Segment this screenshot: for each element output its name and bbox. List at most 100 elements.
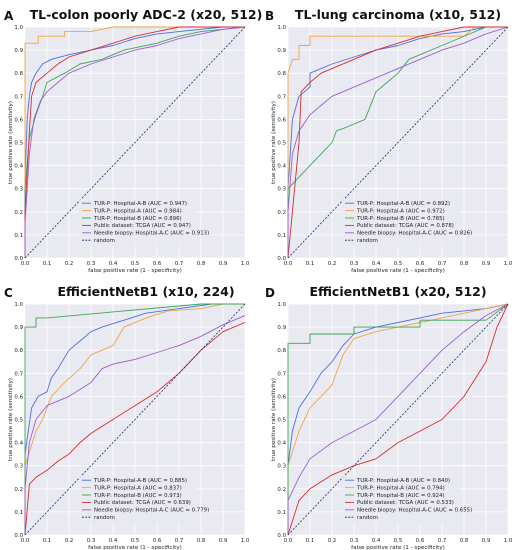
x-tick-label: 0.7 <box>175 261 184 267</box>
roc-curve-3 <box>24 303 245 535</box>
x-tick-label: 0.4 <box>109 261 118 267</box>
legend-box <box>79 476 197 524</box>
panel-title: TL-colon poorly ADC-2 (x20, 512) <box>30 7 263 22</box>
legend-label: random <box>357 515 378 521</box>
x-tick-label: 0.1 <box>306 261 315 267</box>
legend-box <box>79 199 197 247</box>
legend: TUR-P: Hospital-A-B (AUC = 0.947)TUR-P: … <box>79 199 209 247</box>
roc-curve-5 <box>24 26 246 258</box>
y-tick-label: 0.1 <box>14 233 23 239</box>
roc-curve-1 <box>287 303 509 535</box>
legend-label: random <box>94 515 115 521</box>
legend-label: random <box>94 238 115 244</box>
x-tick-label: 0.2 <box>65 261 74 267</box>
roc-curve-random <box>24 303 246 536</box>
x-tick-label: 0.9 <box>482 538 491 544</box>
y-tick-label: 0.8 <box>277 71 286 77</box>
x-tick-label: 0.1 <box>43 538 52 544</box>
x-tick-label: 1.0 <box>504 538 513 544</box>
legend: TUR-P: Hospital-A-B (AUC = 0.840) TUR-P: … <box>342 476 472 524</box>
legend-label: Needle biopsy: Hospital-A-C (AUC = 0.779… <box>94 508 209 514</box>
x-tick-label: 1.0 <box>504 261 513 267</box>
legend-label: Needle biopsy: Hospital-A-C (AUC = 0.826… <box>357 231 472 237</box>
x-tick-label: 0.2 <box>328 538 337 544</box>
x-tick-label: 0.8 <box>197 261 206 267</box>
legend-label: TUR-P: Hospital-A-B (AUC = 0.885) <box>93 478 187 484</box>
y-tick-label: 0.3 <box>14 187 23 193</box>
y-tick-label: 0.9 <box>277 48 286 54</box>
roc-curve-1 <box>24 303 245 535</box>
y-tick-label: 0.0 <box>14 256 23 262</box>
y-tick-label: 0.7 <box>14 371 23 377</box>
x-tick-label: 0.2 <box>65 538 74 544</box>
roc-curve-4 <box>24 26 245 258</box>
y-axis-label: true positive rate (sensitivity) <box>271 101 277 184</box>
y-tick-label: 0.0 <box>277 533 286 539</box>
y-tick-label: 0.5 <box>277 418 286 424</box>
legend: TUR-P: Hospital-A-B (AUC = 0.885) TUR-P: … <box>79 476 209 524</box>
y-tick-label: 0.4 <box>277 441 286 447</box>
y-tick-label: 0.9 <box>277 325 286 331</box>
x-tick-label: 0.8 <box>197 538 206 544</box>
y-tick-label: 0.5 <box>14 141 23 147</box>
x-tick-label: 1.0 <box>241 538 250 544</box>
roc-curve-random <box>24 26 246 259</box>
x-tick-label: 0.0 <box>21 261 30 267</box>
legend-box <box>342 199 460 247</box>
x-tick-label: 0.1 <box>43 261 52 267</box>
x-tick-label: 0.9 <box>219 538 228 544</box>
y-tick-label: 0.1 <box>277 510 286 516</box>
x-tick-label: 0.8 <box>460 261 469 267</box>
roc-curve-3 <box>24 26 246 258</box>
x-axis-label: false positive rate (1 - specificity) <box>351 545 445 550</box>
roc-curve-random <box>287 303 509 536</box>
y-tick-label: 0.8 <box>14 71 23 77</box>
legend-label: random <box>357 238 378 244</box>
roc-curve-5 <box>287 26 509 258</box>
y-tick-label: 0.4 <box>14 441 23 447</box>
x-tick-label: 0.5 <box>131 261 140 267</box>
panel-letter: D <box>265 286 275 300</box>
x-tick-label: 0.9 <box>219 261 228 267</box>
roc-curve-2 <box>287 26 508 258</box>
y-tick-label: 0.5 <box>14 418 23 424</box>
legend-label: Needle biopsy: Hospital-A-C (AUC = 0.655… <box>357 508 472 514</box>
x-tick-label: 0.5 <box>394 538 403 544</box>
x-axis-label: false positive rate (1 - specificity) <box>88 545 182 550</box>
panel-letter: C <box>4 286 13 300</box>
legend-label: TUR-P: Hospital-A-B (AUC = 0.840) <box>356 478 450 484</box>
y-tick-label: 0.7 <box>277 94 286 100</box>
x-tick-label: 0.4 <box>109 538 118 544</box>
legend-label: TUR-P: Hospital-A (AUC = 0.972) <box>356 208 445 214</box>
x-tick-label: 0.6 <box>153 538 162 544</box>
x-tick-label: 0.2 <box>328 261 337 267</box>
x-tick-label: 0.4 <box>372 261 381 267</box>
legend-label: TUR-P: Hospital-B (AUC = 0.973) <box>93 493 182 499</box>
legend-label: TUR-P: Hospital-B (AUC = 0.924) <box>356 493 445 499</box>
x-tick-label: 0.7 <box>175 538 184 544</box>
x-tick-label: 0.6 <box>153 261 162 267</box>
legend-label: Needle biopsy: Hospital-A-C (AUC = 0.913… <box>94 231 209 237</box>
legend-label: Public dataset: TCGA (AUC = 0.878) <box>357 223 454 229</box>
roc-curve-4 <box>287 26 508 259</box>
y-tick-label: 0.1 <box>277 233 286 239</box>
x-tick-label: 0.7 <box>438 261 447 267</box>
x-tick-label: 0.0 <box>284 261 293 267</box>
x-axis-label: false positive rate (1 - specificity) <box>88 268 182 274</box>
x-tick-label: 0.0 <box>21 538 30 544</box>
x-tick-label: 0.3 <box>87 261 96 267</box>
roc-curve-5 <box>287 303 509 535</box>
y-tick-label: 0.3 <box>14 464 23 470</box>
roc-curve-3 <box>287 303 509 535</box>
panel-d: 0.0 0.1 0.2 0.3 0.4 0.5 0.6 0.7 0.8 0.9 1.0 0.0 0.1 0… <box>265 284 513 550</box>
x-tick-label: 0.3 <box>87 538 96 544</box>
y-axis-label: true positive rate (sensitivity) <box>271 378 277 461</box>
y-tick-label: 0.8 <box>277 348 286 354</box>
x-axis-label: false positive rate (1 - specificity) <box>351 268 445 274</box>
y-tick-label: 0.0 <box>14 533 23 539</box>
roc-curve-2 <box>24 303 245 535</box>
y-tick-label: 0.9 <box>14 325 23 331</box>
x-tick-label: 0.9 <box>482 261 491 267</box>
x-tick-label: 0.4 <box>372 538 381 544</box>
y-tick-label: 0.5 <box>277 141 286 147</box>
